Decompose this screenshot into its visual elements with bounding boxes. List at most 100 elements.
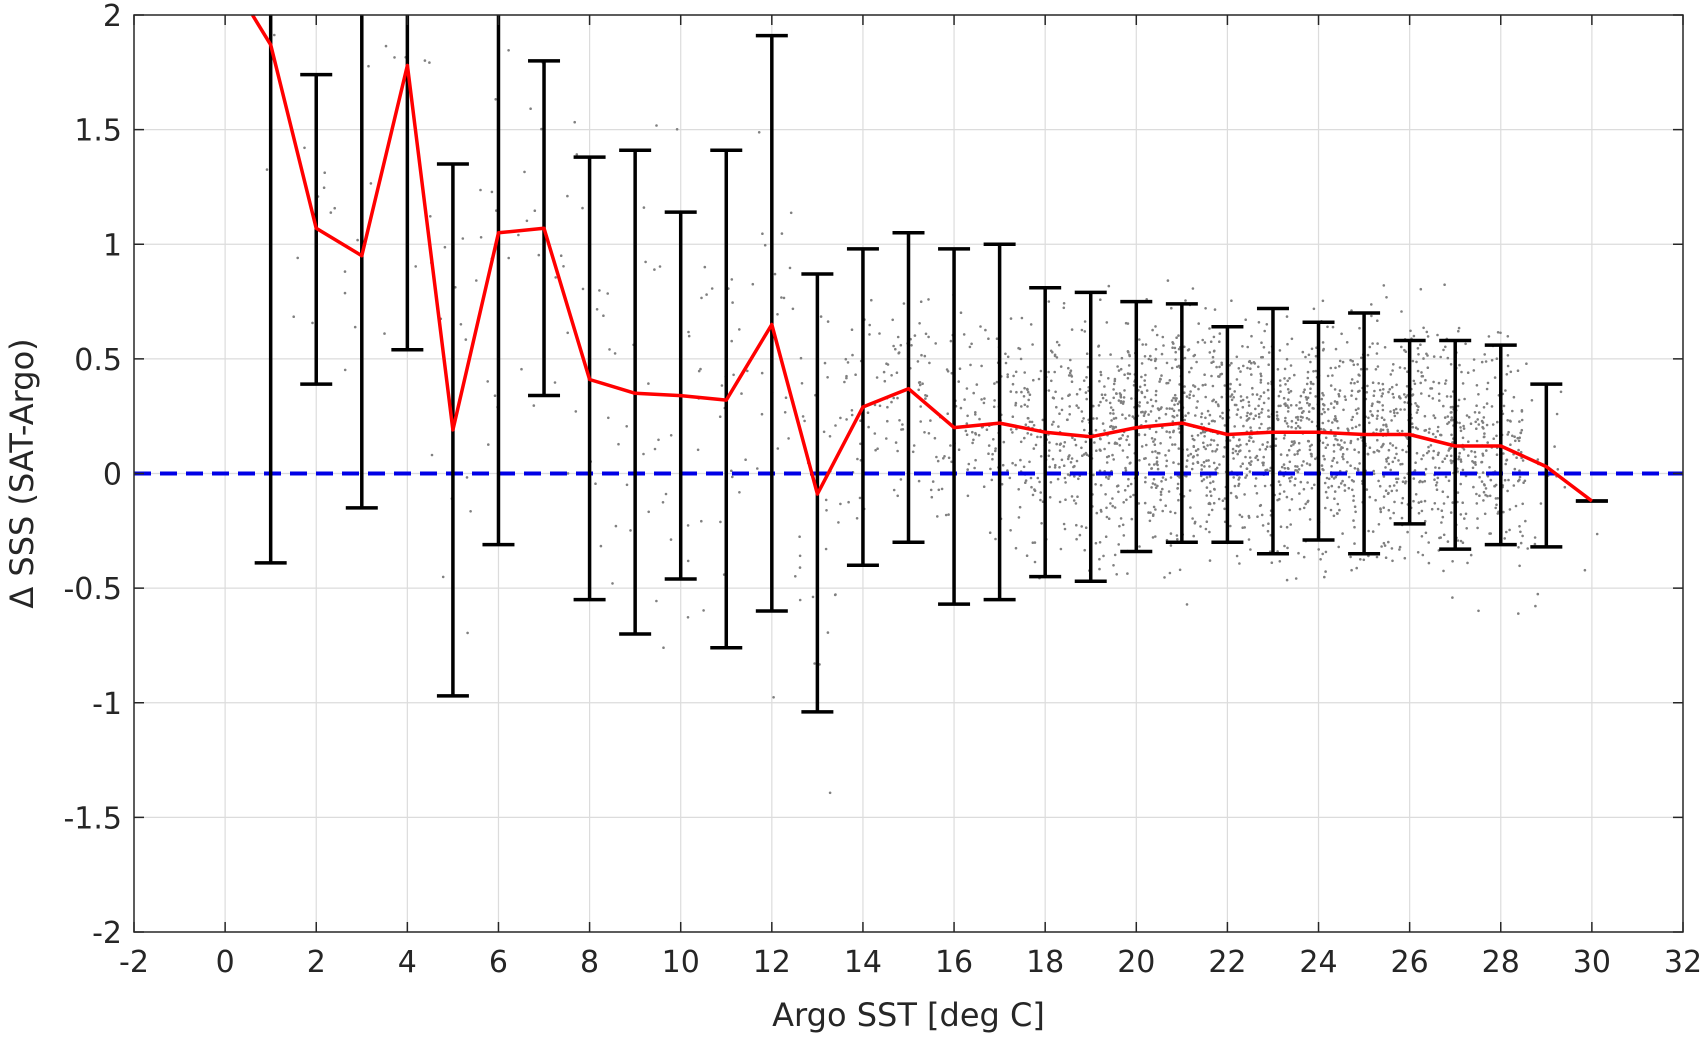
scatter-point bbox=[1053, 370, 1056, 374]
scatter-point bbox=[1400, 516, 1404, 520]
scatter-point bbox=[1536, 592, 1540, 596]
scatter-point bbox=[1392, 511, 1395, 515]
scatter-point bbox=[1239, 449, 1242, 452]
scatter-point bbox=[594, 482, 597, 486]
scatter-point bbox=[1265, 445, 1269, 449]
scatter-point bbox=[987, 444, 991, 447]
scatter-point bbox=[1354, 510, 1357, 514]
scatter-point bbox=[1332, 406, 1336, 409]
scatter-point bbox=[1418, 480, 1421, 484]
scatter-point bbox=[1160, 352, 1164, 356]
scatter-point bbox=[1274, 437, 1278, 441]
scatter-point bbox=[949, 339, 953, 343]
scatter-point bbox=[490, 190, 494, 194]
scatter-point bbox=[1327, 477, 1331, 481]
scatter-point bbox=[1099, 449, 1102, 452]
scatter-point bbox=[469, 510, 472, 513]
scatter-point bbox=[1417, 405, 1420, 409]
scatter-point bbox=[1282, 396, 1286, 400]
scatter-point bbox=[1186, 448, 1189, 451]
scatter-point bbox=[1533, 536, 1537, 539]
scatter-point bbox=[1322, 468, 1325, 472]
scatter-point bbox=[1519, 431, 1523, 435]
scatter-point bbox=[1376, 414, 1379, 418]
scatter-point bbox=[1352, 494, 1355, 498]
scatter-point bbox=[1432, 355, 1436, 358]
scatter-point bbox=[719, 520, 722, 524]
scatter-point bbox=[1154, 393, 1158, 397]
scatter-point bbox=[675, 128, 679, 131]
scatter-point bbox=[1063, 476, 1067, 480]
scatter-point bbox=[916, 360, 920, 363]
scatter-point bbox=[1333, 490, 1337, 493]
scatter-point bbox=[1375, 417, 1379, 420]
scatter-point bbox=[896, 449, 899, 453]
scatter-point bbox=[1300, 411, 1304, 415]
scatter-point bbox=[1306, 439, 1310, 443]
scatter-point bbox=[1288, 377, 1291, 380]
scatter-point bbox=[1116, 484, 1120, 488]
scatter-point bbox=[1029, 476, 1033, 480]
scatter-point bbox=[1389, 516, 1392, 520]
scatter-point bbox=[1070, 495, 1074, 498]
scatter-point bbox=[1200, 412, 1204, 415]
scatter-point bbox=[1420, 509, 1424, 513]
scatter-point bbox=[466, 631, 469, 635]
scatter-point bbox=[1324, 446, 1328, 450]
scatter-point bbox=[1472, 485, 1475, 489]
scatter-point bbox=[1236, 408, 1240, 411]
scatter-point bbox=[1439, 433, 1442, 437]
scatter-point bbox=[1121, 434, 1124, 437]
scatter-point bbox=[1306, 500, 1309, 504]
scatter-point bbox=[1376, 365, 1380, 368]
scatter-point bbox=[947, 513, 950, 516]
scatter-point bbox=[311, 321, 314, 325]
scatter-point bbox=[1312, 382, 1315, 386]
scatter-point bbox=[1376, 342, 1379, 345]
scatter-point bbox=[1262, 461, 1265, 465]
scatter-point bbox=[1112, 388, 1115, 391]
scatter-point bbox=[1203, 373, 1206, 377]
scatter-point bbox=[1031, 493, 1035, 497]
scatter-point bbox=[1519, 530, 1522, 534]
scatter-point bbox=[1211, 384, 1215, 388]
scatter-point bbox=[1392, 409, 1396, 412]
scatter-point bbox=[1207, 513, 1211, 517]
scatter-point bbox=[936, 515, 939, 518]
scatter-point bbox=[1074, 502, 1078, 505]
scatter-point bbox=[1327, 419, 1330, 423]
scatter-point bbox=[1266, 382, 1270, 385]
scatter-point bbox=[1004, 361, 1008, 365]
scatter-point bbox=[333, 206, 337, 210]
scatter-point bbox=[1405, 436, 1408, 439]
scatter-point bbox=[923, 431, 926, 434]
scatter-point bbox=[1212, 350, 1216, 353]
scatter-point bbox=[873, 432, 877, 435]
scatter-point bbox=[1282, 490, 1286, 493]
scatter-point bbox=[1204, 416, 1207, 420]
scatter-point bbox=[1446, 422, 1449, 426]
scatter-point bbox=[1117, 543, 1120, 546]
scatter-point bbox=[1517, 546, 1520, 549]
scatter-point bbox=[1144, 410, 1147, 414]
scatter-point bbox=[686, 616, 690, 619]
scatter-point bbox=[1240, 515, 1244, 519]
scatter-point bbox=[878, 332, 881, 335]
scatter-point bbox=[1085, 376, 1088, 379]
scatter-point bbox=[1406, 530, 1409, 534]
scatter-point bbox=[950, 460, 953, 464]
scatter-point bbox=[1457, 455, 1461, 459]
scatter-point bbox=[1486, 381, 1490, 385]
scatter-point bbox=[1358, 462, 1361, 465]
scatter-point bbox=[1116, 365, 1119, 368]
scatter-point bbox=[1050, 423, 1054, 426]
scatter-point bbox=[1191, 517, 1194, 520]
scatter-point bbox=[602, 314, 605, 318]
scatter-point bbox=[1265, 323, 1269, 326]
scatter-point bbox=[1235, 554, 1239, 558]
scatter-point bbox=[1400, 345, 1403, 349]
y-tick-label: 2 bbox=[103, 0, 122, 34]
scatter-point bbox=[608, 348, 611, 351]
scatter-point bbox=[1448, 447, 1451, 450]
scatter-point bbox=[1112, 382, 1116, 386]
